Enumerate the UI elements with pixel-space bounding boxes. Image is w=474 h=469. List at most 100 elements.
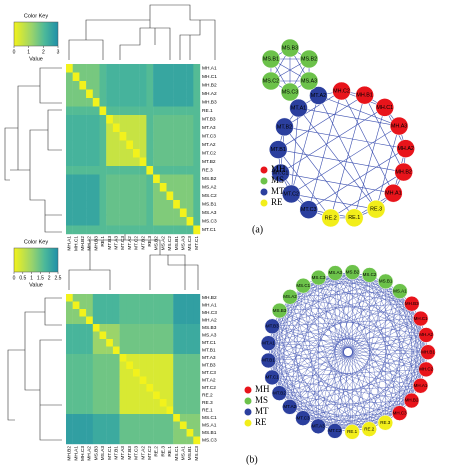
heatmap-cell [92,123,100,133]
heatmap-cell [79,123,87,133]
color-key-bar [13,247,59,273]
row-label: RE.1 [202,108,213,114]
node-label: RE.2 [325,215,337,221]
network-edge [289,334,427,408]
heatmap-cell [146,436,154,445]
heatmap-cell [86,384,93,392]
heatmap-cell [139,316,147,325]
heatmap-cell [72,436,80,445]
network-edge [279,274,370,394]
column-label: MS.B2 [154,236,160,251]
heatmap-cell [139,361,147,370]
heatmap-cell [173,149,181,158]
heatmap-cell [166,115,174,124]
heatmap-cell [153,191,160,201]
heatmap-cell [146,369,154,377]
heatmap-cell [66,331,73,340]
color-key-title: Color Key [24,239,48,245]
network-node [366,199,386,219]
network-node [268,140,288,159]
heatmap-cell [146,391,154,400]
legend-swatch [244,419,252,427]
heatmap-cell [179,384,187,392]
network-node [377,273,394,290]
heatmap-cell [179,324,187,332]
heatmap-cell [133,208,140,218]
network-edge [385,281,412,401]
heatmap-cell [126,436,134,445]
column-label: MT.C3 [120,236,126,250]
heatmap-cell [193,217,201,226]
heatmap-cell [193,361,201,370]
heatmap-cell [159,166,167,175]
heatmap-cell [179,294,187,302]
heatmap-cell [99,316,107,325]
network-edge [271,272,353,378]
heatmap-cell [159,429,167,437]
heatmap-cell [179,346,187,355]
heatmap-cell [186,354,194,362]
heatmap-cell [186,72,194,82]
row-label: MH.A1 [202,66,217,72]
network-edge [308,90,342,210]
heatmap-cell [86,324,93,332]
legend-swatch [260,199,268,207]
heatmap-cell [166,123,174,133]
heatmap-cell [112,301,120,310]
heatmap-cell [173,166,181,175]
heatmap-cell [79,217,87,226]
network-node [332,81,351,101]
row-label: MS.A3 [202,333,217,339]
heatmap-cell [126,301,134,310]
heatmap-cell [139,123,147,133]
network-edge [318,95,400,127]
heatmap-cell [186,414,194,422]
heatmap-cell [72,157,80,167]
heatmap-cell [166,294,174,302]
network-edge [289,296,304,419]
heatmap-cell [72,225,80,235]
node-label: MH.C1 [376,105,393,111]
network-edge [302,385,421,419]
heatmap-cell [119,421,127,430]
network-edge [375,125,400,210]
heatmap-cell [133,324,140,332]
heatmap-cell [153,354,160,362]
heatmap-cell [112,339,120,347]
heatmap-cell [133,391,140,400]
heatmap-cell [106,132,114,141]
network-node [295,277,311,294]
heatmap-cell [159,294,167,302]
heatmap-cell [66,346,73,355]
heatmap-cell [133,166,140,175]
heatmap-cell [193,421,201,430]
legend-label: RE [271,197,283,207]
heatmap-cell [66,406,73,415]
heatmap-cell [159,406,167,415]
heatmap-cell [179,301,187,310]
row-label: MH.A2 [202,318,217,324]
heatmap-cell [133,174,140,184]
heatmap-cell [173,294,181,302]
heatmap-cell [193,324,201,332]
heatmap-cell [186,361,194,370]
heatmap-cell [112,98,120,107]
heatmap-cell [179,106,187,116]
heatmap-cell [72,331,80,340]
heatmap-cell [159,399,167,407]
heatmap-cell [79,391,87,400]
node-label: MS.A3 [328,270,342,275]
heatmap-cell [193,414,201,422]
network-edge [268,343,386,423]
network-node [280,82,300,102]
heatmap-cell [133,354,140,362]
node-label: MH.B1 [421,349,435,354]
heatmap-cell [66,132,73,141]
network-node [420,344,436,360]
node-label: MS.B3 [282,45,298,51]
network-edge [353,107,386,218]
row-label: MT.C2 [202,151,216,157]
heatmap-cell [119,174,127,184]
heatmap-cell [119,369,127,377]
heatmap-cell [193,339,201,347]
